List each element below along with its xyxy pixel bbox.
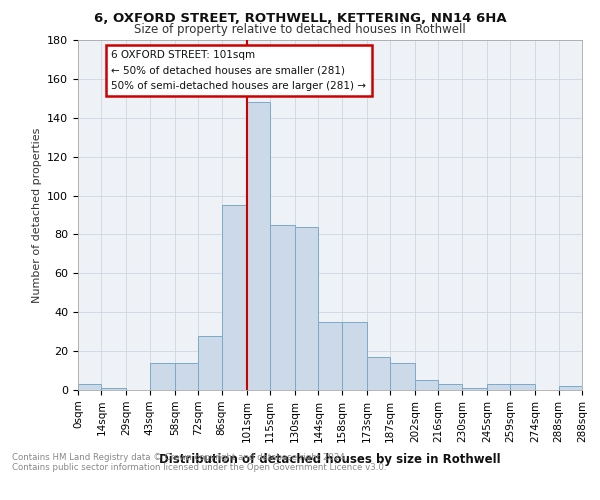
Bar (439, 384, 462, 390)
Bar (270, 224, 295, 390)
Bar (367, 357, 390, 390)
Bar (487, 384, 510, 390)
Bar (415, 380, 439, 390)
Bar (175, 363, 198, 390)
Text: 6 OXFORD STREET: 101sqm
← 50% of detached houses are smaller (281)
50% of semi-d: 6 OXFORD STREET: 101sqm ← 50% of detache… (112, 50, 367, 91)
X-axis label: Distribution of detached houses by size in Rothwell: Distribution of detached houses by size … (159, 453, 501, 466)
Text: Contains HM Land Registry data © Crown copyright and database right 2024.: Contains HM Land Registry data © Crown c… (12, 454, 347, 462)
Text: Size of property relative to detached houses in Rothwell: Size of property relative to detached ho… (134, 22, 466, 36)
Bar (559, 386, 582, 390)
Y-axis label: Number of detached properties: Number of detached properties (32, 128, 41, 302)
Bar (462, 388, 487, 390)
Bar (341, 322, 367, 390)
Bar (150, 363, 175, 390)
Bar (198, 336, 221, 390)
Text: Contains public sector information licensed under the Open Government Licence v3: Contains public sector information licen… (12, 464, 386, 472)
Bar (390, 363, 415, 390)
Bar (295, 226, 319, 390)
Bar (78, 384, 101, 390)
Bar (510, 384, 535, 390)
Bar (221, 206, 247, 390)
Bar (101, 388, 127, 390)
Bar (247, 102, 270, 390)
Bar (319, 322, 341, 390)
Text: 6, OXFORD STREET, ROTHWELL, KETTERING, NN14 6HA: 6, OXFORD STREET, ROTHWELL, KETTERING, N… (94, 12, 506, 26)
